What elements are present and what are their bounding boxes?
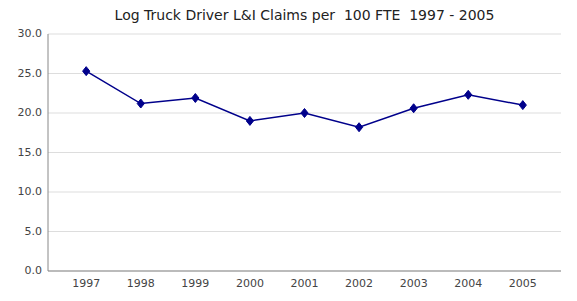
x-axis-line — [48, 271, 561, 272]
y-tick-label: 0.0 — [25, 264, 43, 277]
y-tick-label: 25.0 — [18, 67, 43, 80]
title: Log Truck Driver L&I Claims per 100 FTE … — [115, 7, 495, 23]
y-axis-line — [48, 34, 49, 271]
grid-line — [48, 271, 561, 272]
series — [83, 67, 527, 132]
grid-line — [48, 231, 561, 232]
marker — [192, 93, 199, 102]
y-tick-label: 15.0 — [18, 146, 43, 159]
x-tick-label: 2002 — [345, 277, 373, 290]
marker — [83, 67, 90, 76]
x-tick-label: 1998 — [127, 277, 155, 290]
x-tick-label: 2003 — [400, 277, 428, 290]
grid-line — [48, 192, 561, 193]
y-axis: 0.0 5.0 10.0 15.0 20.0 25.0 30.0 — [18, 27, 43, 277]
x-tick-label: 2001 — [291, 277, 319, 290]
grid-line — [48, 152, 561, 153]
marker — [355, 123, 362, 132]
background — [0, 0, 577, 301]
grid — [48, 34, 561, 271]
marker — [137, 99, 144, 108]
marker — [410, 104, 417, 113]
x-tick-label: 1997 — [72, 277, 100, 290]
x-tick-label: 2005 — [509, 277, 537, 290]
y-tick-label: 5.0 — [25, 225, 43, 238]
grid-line — [48, 73, 561, 74]
marker — [301, 109, 308, 118]
grid-line — [48, 34, 561, 35]
x-tick-label: 2004 — [454, 277, 482, 290]
x-tick-label: 1999 — [181, 277, 209, 290]
y-tick-label: 10.0 — [18, 185, 43, 198]
chart: 0.0 5.0 10.0 15.0 20.0 25.0 30.0 1997 1998 1999 20… — [0, 0, 577, 301]
marker — [519, 101, 526, 110]
marker — [246, 116, 253, 125]
y-tick-label: 30.0 — [18, 27, 43, 40]
line — [86, 71, 523, 127]
chart-container: 0.0 5.0 10.0 15.0 20.0 25.0 30.0 1997 1998 1999 20… — [0, 0, 577, 301]
marker — [465, 90, 472, 99]
x-tick-label: 2000 — [236, 277, 264, 290]
x-axis: 1997 1998 1999 2000 2001 2002 2003 2004 2005 — [72, 277, 537, 290]
y-tick-label: 20.0 — [18, 106, 43, 119]
